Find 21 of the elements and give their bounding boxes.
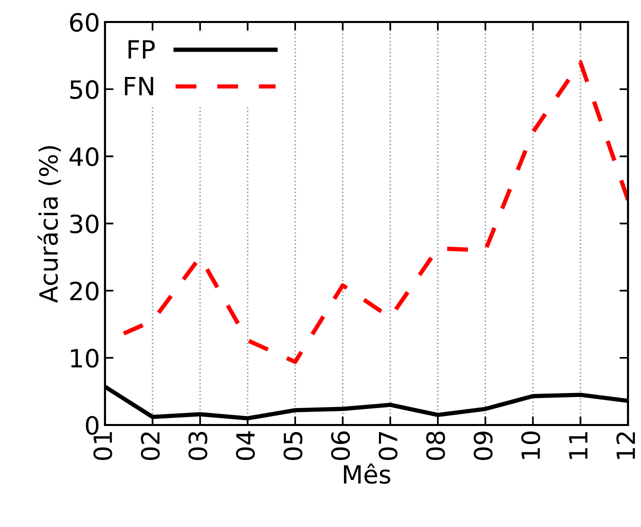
y-axis-title: Acurácia (%) (38, 146, 61, 303)
x-tick-label: 03 (188, 432, 208, 460)
x-tick-label: 08 (426, 432, 446, 460)
legend-label: FN (124, 76, 154, 96)
x-tick-label: 02 (140, 432, 160, 460)
y-tick-label: 30 (70, 214, 98, 234)
x-tick-label: 07 (378, 432, 398, 460)
x-tick-label: 10 (521, 432, 540, 459)
x-axis-title: Mês (344, 463, 390, 484)
x-tick-label: 05 (284, 432, 302, 460)
legend-label: FP (128, 40, 155, 58)
y-tick-label: 10 (71, 348, 98, 368)
x-tick-label: 09 (474, 432, 493, 460)
x-tick-label: 04 (236, 431, 255, 460)
x-tick-label: 06 (331, 431, 350, 460)
y-tick-label: 20 (70, 282, 98, 301)
x-tick-label: 12 (616, 432, 635, 459)
y-tick-label: 50 (70, 80, 98, 100)
y-tick-label: 60 (70, 12, 98, 32)
x-tick-label: 11 (569, 432, 588, 459)
y-tick-label: 40 (70, 147, 98, 166)
